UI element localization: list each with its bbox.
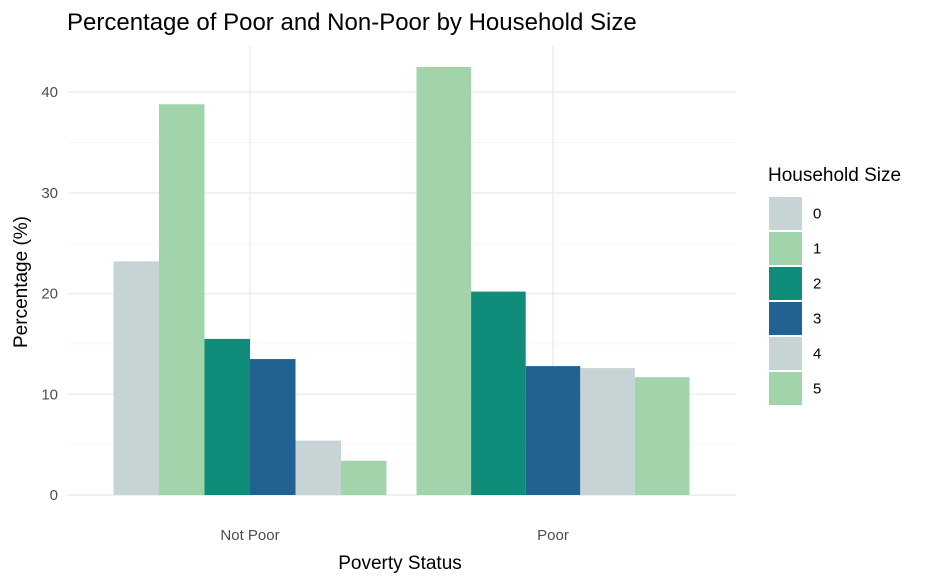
y-axis-ticks: 0 10 20 30 40 [41,84,58,504]
x-tick-label-poor: Poor [537,527,569,544]
bar-not-poor-size-3 [250,359,296,495]
bar-not-poor-size-1 [159,104,205,495]
y-axis-title: Percentage (%) [11,216,32,348]
legend-key-1 [769,232,802,265]
bar-poor-size-4 [580,368,635,495]
chart-title: Percentage of Poor and Non-Poor by House… [67,9,637,36]
bar-poor-size-5 [634,377,690,495]
legend: Household Size 0 1 2 3 4 5 [768,165,901,405]
legend-key-4 [769,337,802,370]
y-tick-label-0: 0 [50,487,58,504]
bar-not-poor-size-0 [113,261,159,495]
x-tick-label-not-poor: Not Poor [220,527,279,544]
legend-label-4: 4 [813,346,821,363]
bars [113,67,690,496]
legend-key-5 [769,372,802,405]
bar-poor-size-2 [471,291,526,495]
x-axis-title: Poverty Status [338,553,462,574]
y-tick-label-30: 30 [41,185,58,202]
bar-poor-size-1 [416,67,472,496]
bar-not-poor-size-2 [204,338,250,495]
legend-label-1: 1 [813,241,821,258]
legend-key-2 [769,267,802,300]
legend-label-5: 5 [813,381,821,398]
bar-not-poor-size-4 [295,440,341,495]
legend-label-0: 0 [813,206,821,223]
y-tick-label-40: 40 [41,84,58,101]
legend-key-0 [769,197,802,230]
legend-title: Household Size [768,165,901,186]
bar-poor-size-3 [525,366,581,495]
bar-not-poor-size-5 [341,460,387,495]
legend-label-2: 2 [813,276,821,293]
legend-label-3: 3 [813,311,821,328]
legend-key-3 [769,302,802,335]
x-axis-ticks: Not Poor Poor [220,527,568,544]
y-tick-label-10: 10 [41,386,58,403]
y-tick-label-20: 20 [41,286,58,303]
